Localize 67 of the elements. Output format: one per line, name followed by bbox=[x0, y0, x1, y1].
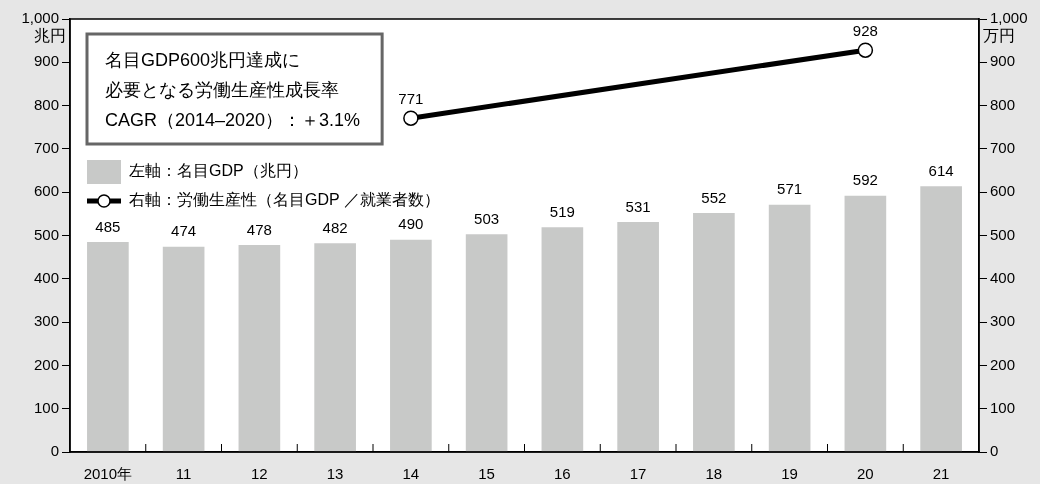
bar bbox=[541, 227, 584, 452]
y2-tick-label: 800 bbox=[990, 95, 1016, 113]
y2-tick-label: 500 bbox=[990, 225, 1016, 243]
legend-label: 右軸：労働生産性（名目GDP ／就業者数） bbox=[129, 191, 440, 209]
bar bbox=[844, 195, 887, 452]
annotation: CAGR（2014–2020）：＋3.1% bbox=[105, 109, 361, 130]
bar bbox=[920, 186, 962, 452]
y2-tick-label: 0 bbox=[990, 442, 999, 460]
y2-tick-label: 100 bbox=[990, 398, 1016, 416]
data-label: 571 bbox=[777, 180, 803, 198]
y2-tick-label: 600 bbox=[990, 182, 1016, 200]
data-label: 485 bbox=[95, 217, 121, 235]
bar bbox=[314, 243, 356, 452]
y2-tick-label: 300 bbox=[990, 312, 1016, 330]
y-tick-label: 400 bbox=[33, 268, 59, 286]
y-tick-label: 700 bbox=[33, 139, 59, 157]
y-tick-label: 800 bbox=[33, 95, 59, 113]
y2-axis-title: 万円 bbox=[983, 27, 1015, 45]
data-label: 928 bbox=[852, 21, 878, 39]
y-axis-title: 兆円 bbox=[34, 27, 66, 45]
y-tick-label: 600 bbox=[33, 182, 59, 200]
x-tick-label: 20 bbox=[857, 465, 874, 483]
y2-tick-label: 1,000 bbox=[990, 9, 1028, 27]
bar bbox=[238, 245, 281, 452]
y-tick-label: 200 bbox=[33, 355, 59, 373]
y-tick-label: 500 bbox=[33, 225, 59, 243]
bar bbox=[617, 222, 659, 452]
x-tick-label: 19 bbox=[781, 465, 798, 483]
y2-tick-label: 900 bbox=[990, 52, 1016, 70]
x-tick-label: 15 bbox=[478, 465, 495, 483]
legend-label: 左軸：名目GDP（兆円） bbox=[129, 162, 308, 180]
data-label: 474 bbox=[171, 222, 197, 240]
y-tick-label: 900 bbox=[33, 52, 59, 70]
data-label: 531 bbox=[625, 197, 651, 215]
data-label: 519 bbox=[549, 202, 575, 220]
x-tick-label: 16 bbox=[554, 465, 571, 483]
bar bbox=[87, 242, 129, 452]
bar bbox=[162, 246, 205, 452]
annotation: 名目GDP600兆円達成に bbox=[105, 49, 301, 70]
data-label: 552 bbox=[701, 188, 727, 206]
y-tick-label: 0 bbox=[50, 442, 59, 460]
bar bbox=[390, 239, 432, 452]
x-tick-label: 2010年 bbox=[83, 465, 133, 483]
x-tick-label: 11 bbox=[175, 465, 192, 483]
bar bbox=[768, 204, 811, 452]
y-tick-label: 300 bbox=[33, 312, 59, 330]
data-label: 478 bbox=[246, 220, 272, 238]
y-tick-label: 1,000 bbox=[21, 9, 59, 27]
y2-tick-label: 200 bbox=[990, 355, 1016, 373]
data-label: 771 bbox=[398, 89, 424, 107]
bar bbox=[465, 234, 508, 452]
data-label: 503 bbox=[474, 209, 500, 227]
x-tick-label: 17 bbox=[629, 465, 647, 483]
annotation: 必要となる労働生産性成長率 bbox=[105, 79, 339, 100]
bar bbox=[693, 212, 735, 452]
data-label: 592 bbox=[852, 171, 878, 189]
y-tick-label: 100 bbox=[33, 398, 59, 416]
data-label: 614 bbox=[928, 161, 954, 179]
x-tick-label: 14 bbox=[402, 465, 420, 483]
x-tick-label: 21 bbox=[932, 465, 950, 483]
data-label: 490 bbox=[398, 215, 424, 233]
data-label: 482 bbox=[322, 218, 348, 236]
y2-tick-label: 400 bbox=[990, 268, 1016, 286]
y2-tick-label: 700 bbox=[990, 139, 1016, 157]
x-tick-label: 13 bbox=[326, 465, 344, 483]
x-tick-label: 12 bbox=[251, 465, 268, 483]
x-tick-label: 18 bbox=[705, 465, 723, 483]
